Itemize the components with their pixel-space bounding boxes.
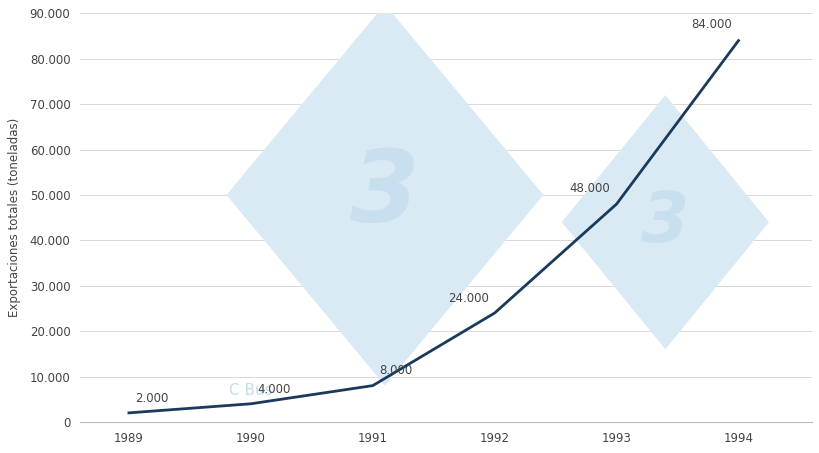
Polygon shape (561, 95, 768, 349)
Text: 3: 3 (350, 146, 419, 243)
Text: 48.000: 48.000 (569, 182, 610, 195)
Polygon shape (226, 4, 543, 386)
Y-axis label: Exportaciones totales (toneladas): Exportaciones totales (toneladas) (8, 118, 21, 317)
Text: 2.000: 2.000 (135, 392, 168, 405)
Text: C Bus: C Bus (229, 383, 272, 398)
Text: 84.000: 84.000 (690, 19, 731, 32)
Text: 3: 3 (640, 189, 689, 255)
Text: 4.000: 4.000 (256, 383, 290, 395)
Text: 24.000: 24.000 (447, 292, 488, 305)
Text: 8.000: 8.000 (378, 365, 412, 377)
